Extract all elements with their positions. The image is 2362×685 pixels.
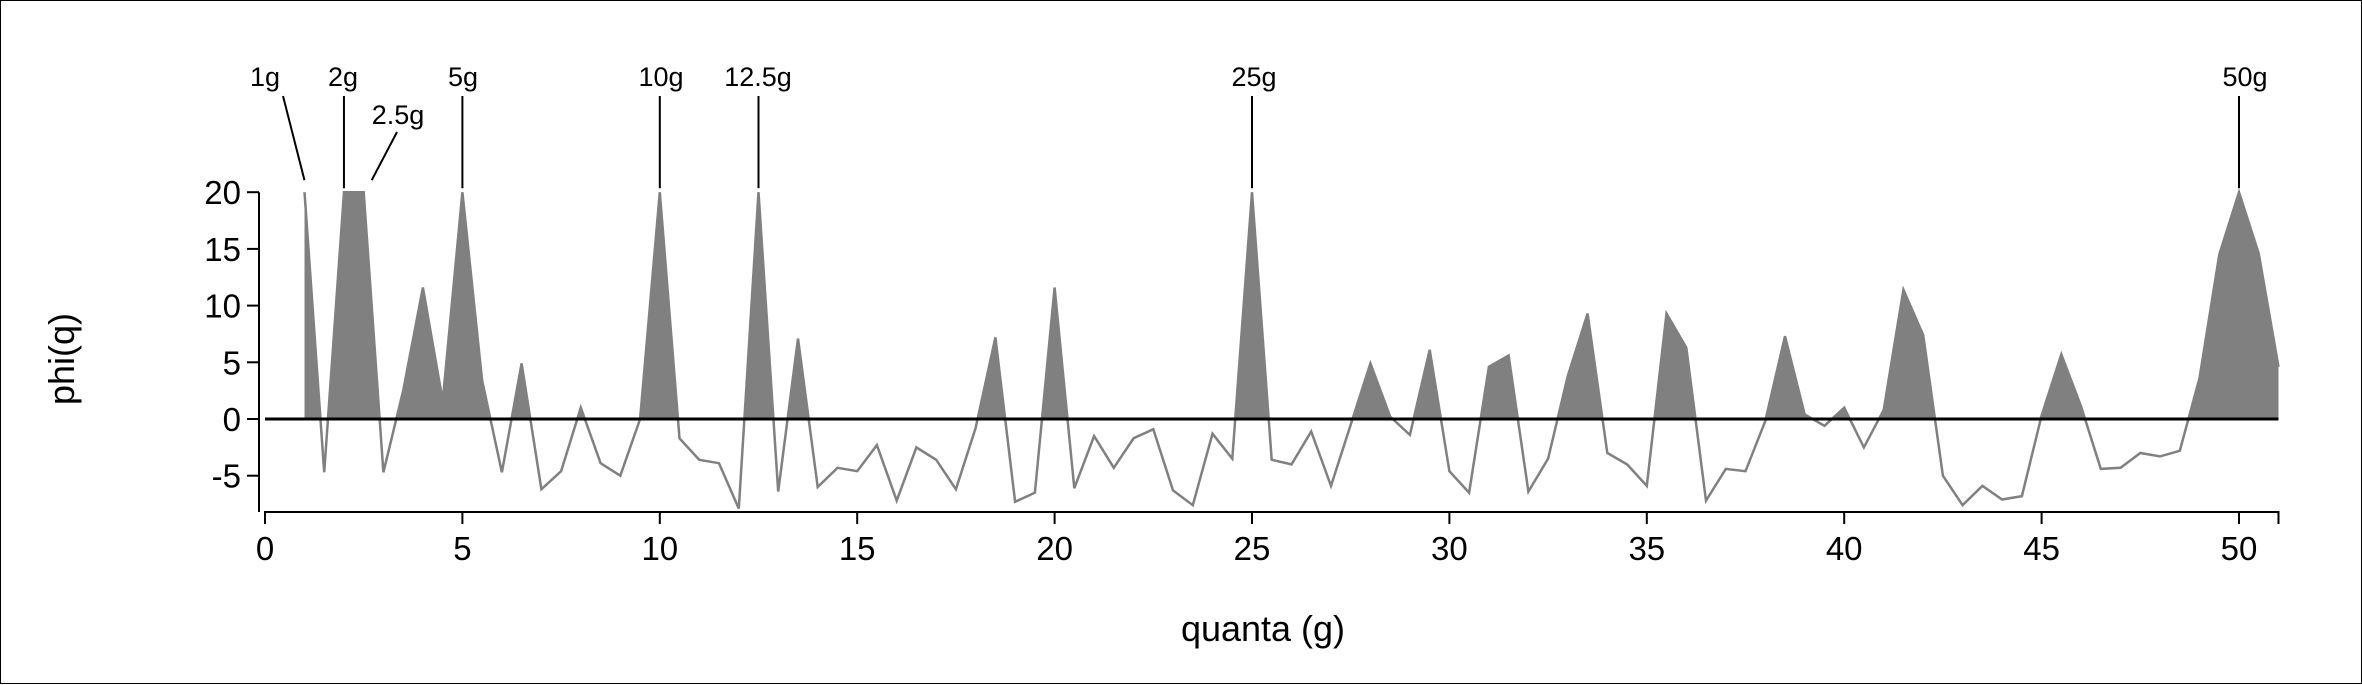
annotation-label: 2.5g <box>372 100 425 130</box>
positive-area <box>304 192 2279 419</box>
series-line <box>303 188 2280 510</box>
y-axis-title: phi(q) <box>41 313 82 405</box>
annotation-label: 5g <box>448 62 478 92</box>
annotation-label: 10g <box>638 62 683 92</box>
x-tick-label: 45 <box>2023 530 2060 567</box>
x-tick-label: 50 <box>2221 530 2258 567</box>
annotations: 1g 2g 2.5g 5g 10g 12.5g 25g 50g <box>250 62 2268 189</box>
y-tick-label: 20 <box>204 174 241 211</box>
x-tick-label: 15 <box>839 530 876 567</box>
x-tick-label: 35 <box>1628 530 1665 567</box>
y-tick-label: 5 <box>223 344 241 381</box>
annotation-label: 2g <box>328 62 358 92</box>
x-tick-label: 5 <box>453 530 471 567</box>
annotation-label: 25g <box>1231 62 1276 92</box>
annotation-label: 12.5g <box>724 62 792 92</box>
x-tick-label: 0 <box>256 530 274 567</box>
positive-fill-layer <box>304 192 2279 419</box>
x-ticks: 0 5 10 15 20 25 30 35 40 45 50 <box>256 512 2280 567</box>
x-tick-label: 40 <box>1826 530 1863 567</box>
annotation-label: 1g <box>250 62 280 92</box>
x-axis-title: quanta (g) <box>1181 608 1345 649</box>
x-tick-label: 10 <box>641 530 678 567</box>
y-tick-label: -5 <box>212 458 241 495</box>
y-ticks: 20 15 10 5 0 -5 <box>204 174 259 495</box>
x-tick-label: 20 <box>1036 530 1073 567</box>
x-tick-label: 30 <box>1431 530 1468 567</box>
y-tick-label: 0 <box>223 401 241 438</box>
annotation-leader <box>282 95 306 181</box>
y-tick-label: 15 <box>204 231 241 268</box>
annotation-label: 50g <box>2222 62 2267 92</box>
annotation-leader <box>370 131 398 181</box>
x-tick-label: 25 <box>1234 530 1271 567</box>
y-tick-label: 10 <box>204 288 241 325</box>
